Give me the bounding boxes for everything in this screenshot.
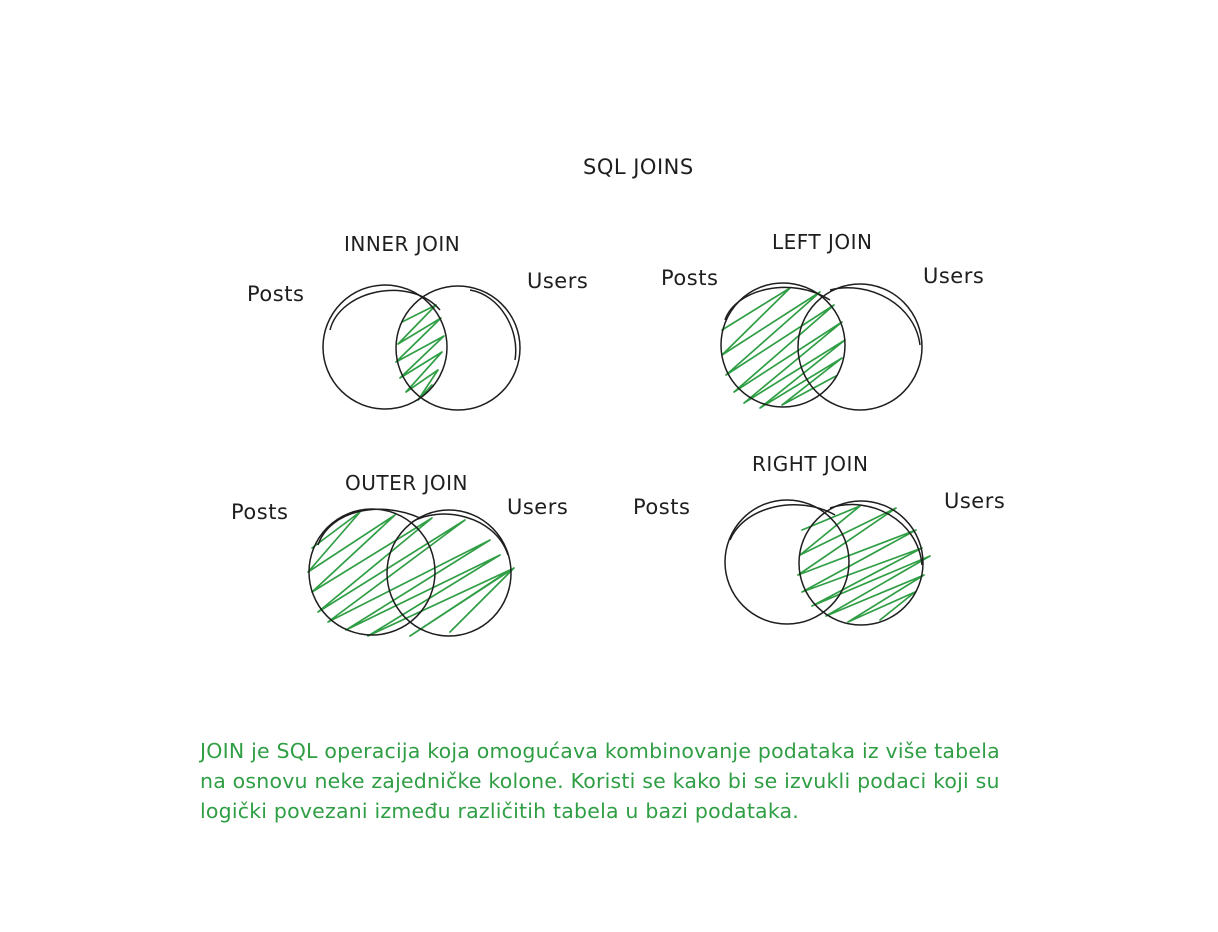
outer-join-venn — [307, 508, 515, 637]
description-line-1: JOIN je SQL operacija koja omogućava kom… — [200, 739, 1000, 763]
right-join-posts-label: Posts — [633, 495, 691, 519]
outer-join-users-circle — [386, 509, 512, 637]
left-join-posts-circle — [720, 282, 846, 408]
right-join-title: RIGHT JOIN — [752, 452, 869, 476]
description-line-2: na osnovu neke zajedničke kolone. Korist… — [200, 769, 1000, 793]
description-text: JOIN je SQL operacija koja omogućava kom… — [200, 736, 1140, 826]
inner-join-hatch — [395, 304, 445, 401]
right-join-users-label: Users — [944, 489, 1006, 513]
outer-join-users-label: Users — [507, 495, 569, 519]
left-join-users-label: Users — [923, 264, 985, 288]
inner-join-posts-label: Posts — [247, 282, 305, 306]
left-join-venn — [720, 282, 923, 411]
inner-join-users-circle — [395, 285, 521, 411]
outer-join-posts-label: Posts — [231, 500, 289, 524]
right-join-venn — [724, 499, 931, 626]
right-join-users-circle — [798, 500, 924, 626]
outer-join-hatch — [307, 511, 515, 637]
inner-join-venn — [322, 284, 521, 411]
outer-join-title: OUTER JOIN — [345, 471, 468, 495]
left-join-posts-label: Posts — [661, 266, 719, 290]
page-title: SQL JOINS — [583, 155, 694, 179]
inner-join-title: INNER JOIN — [344, 232, 461, 256]
description-line-3: logički povezani između različitih tabel… — [200, 799, 800, 823]
right-join-posts-circle — [724, 499, 850, 625]
left-join-hatch — [721, 287, 846, 409]
left-join-title: LEFT JOIN — [772, 230, 873, 254]
right-join-hatch — [797, 505, 931, 623]
inner-join-users-label: Users — [527, 269, 589, 293]
inner-join-posts-circle — [322, 284, 448, 410]
left-join-users-circle — [797, 283, 923, 411]
